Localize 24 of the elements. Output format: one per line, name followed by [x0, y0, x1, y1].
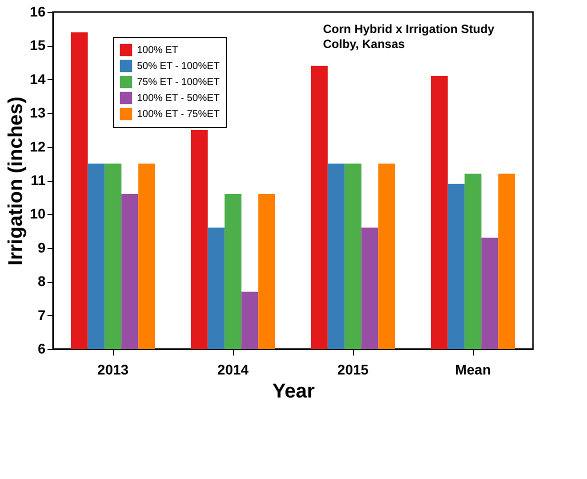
y-tick-label: 14: [30, 70, 46, 87]
x-tick-label: 2013: [97, 362, 129, 378]
y-tick-label: 15: [30, 37, 46, 54]
legend-label: 100% ET - 50%ET: [137, 93, 220, 104]
x-axis-title: Year: [272, 380, 315, 402]
x-tick-label: Mean: [455, 362, 491, 378]
x-tick-label: 2015: [337, 362, 369, 378]
y-tick-label: 10: [30, 206, 46, 222]
y-tick-label: 11: [30, 172, 46, 188]
y-tick-label: 13: [30, 104, 46, 121]
y-tick-label: 8: [38, 273, 46, 290]
x-tick-label: 2014: [217, 362, 249, 378]
legend-label: 100% ET - 75%ET: [137, 109, 220, 120]
y-tick-label: 9: [38, 239, 46, 256]
annotation: Corn Hybrid x Irrigation Study: [323, 22, 495, 36]
y-axis-title: Irrigation (inches): [4, 96, 27, 266]
legend-label: 75% ET - 100%ET: [137, 77, 220, 88]
y-tick-label: 7: [38, 306, 46, 323]
y-tick-label: 6: [38, 340, 46, 356]
annotation: Colby, Kansas: [323, 37, 406, 51]
legend-label: 50% ET - 100%ET: [137, 61, 220, 72]
legend-label: 100% ET: [137, 45, 178, 56]
y-tick-label: 16: [30, 4, 46, 20]
y-tick-label: 12: [30, 138, 46, 154]
